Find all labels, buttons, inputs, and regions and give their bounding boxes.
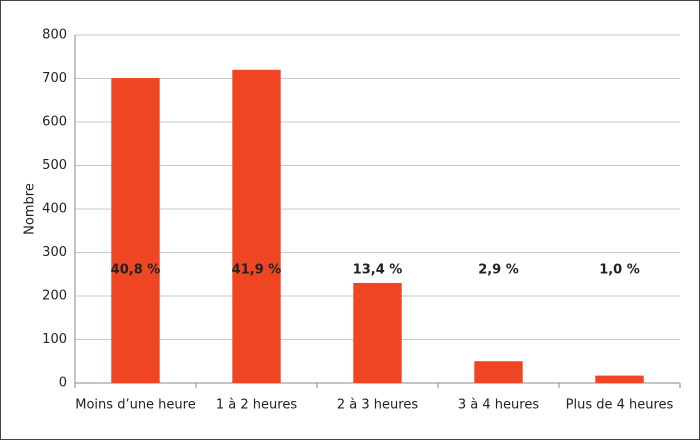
bar <box>353 282 402 383</box>
y-tick-label: 500 <box>42 158 67 173</box>
y-tick-label: 700 <box>42 71 67 86</box>
y-axis-label: Nombre <box>23 183 38 235</box>
bar <box>111 78 160 383</box>
y-tick-label: 300 <box>42 245 67 260</box>
annotation: 1,0 % <box>599 263 640 278</box>
y-tick-label: 100 <box>42 332 67 347</box>
x-tick-label: 1 à 2 heures <box>216 398 297 413</box>
annotation: 40,8 % <box>111 263 161 278</box>
bar <box>232 69 281 384</box>
y-tick-label: 600 <box>42 115 67 130</box>
x-tick-label: Moins d’une heure <box>75 398 195 413</box>
y-tick-label: 400 <box>42 202 67 217</box>
bar <box>595 375 644 383</box>
y-tick-label: 800 <box>42 28 67 43</box>
annotation: 2,9 % <box>478 263 519 278</box>
y-tick-label: 200 <box>42 289 67 304</box>
annotation: 41,9 % <box>232 263 282 278</box>
annotation: 13,4 % <box>353 263 403 278</box>
x-tick-label: 3 à 4 heures <box>458 398 539 413</box>
x-tick-label: Plus de 4 heures <box>566 398 674 413</box>
x-tick-label: 2 à 3 heures <box>337 398 418 413</box>
y-tick-label: 0 <box>59 376 67 391</box>
bar <box>474 361 523 383</box>
